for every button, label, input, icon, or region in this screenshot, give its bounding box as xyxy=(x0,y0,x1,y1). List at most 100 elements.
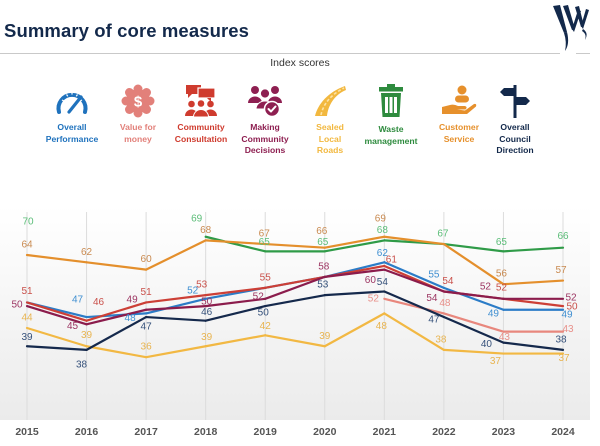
data-label-community-consultation: 53 xyxy=(196,280,208,291)
x-tick-label: 2022 xyxy=(432,426,456,438)
header-divider xyxy=(0,53,560,54)
data-label-waste-management: 70 xyxy=(22,217,34,228)
series-customer-service xyxy=(25,235,565,286)
data-label-customer-service: 56 xyxy=(496,269,508,280)
legend-label-line: Value for xyxy=(119,122,157,132)
legend-label-line: Customer xyxy=(438,122,480,132)
data-label-making-community-decisions: 60 xyxy=(365,275,377,286)
data-label-value-for-money: 48 xyxy=(439,298,451,309)
data-label-sealed-local-roads: 37 xyxy=(490,356,502,367)
x-tick-label: 2024 xyxy=(551,426,575,438)
series-segment xyxy=(323,239,386,253)
legend-item-value-for-money: $ Value for money xyxy=(95,84,181,145)
data-label-overall-council-direction: 39 xyxy=(21,332,33,343)
data-label-waste-management: 69 xyxy=(191,213,203,224)
series-segment xyxy=(323,290,386,297)
legend-item-overall-performance: Overall Performance xyxy=(29,84,115,145)
legend-label-line: Consultation xyxy=(174,133,228,144)
chart-subtitle: Index scores xyxy=(270,57,330,69)
data-label-community-consultation: 51 xyxy=(21,286,33,297)
series-segment xyxy=(25,301,88,322)
data-label-waste-management: 68 xyxy=(377,225,389,236)
series-segment xyxy=(145,345,207,359)
legend-label-line: Direction xyxy=(496,145,534,156)
series-overall-council-direction xyxy=(25,290,565,351)
series-segment xyxy=(85,312,148,319)
data-label-overall-performance: 48 xyxy=(125,313,137,324)
series-segment xyxy=(502,279,565,286)
series-segment xyxy=(264,242,326,249)
svg-text:$: $ xyxy=(134,94,143,111)
data-label-overall-performance: 49 xyxy=(488,308,500,319)
data-label-overall-council-direction: 50 xyxy=(258,308,270,319)
data-label-community-consultation: 61 xyxy=(386,254,398,265)
data-label-overall-council-direction: 38 xyxy=(76,359,88,370)
data-label-community-consultation: 55 xyxy=(260,272,272,283)
legend-label-line: Roads xyxy=(316,145,344,156)
series-segment xyxy=(204,297,267,308)
series-segment xyxy=(85,345,148,359)
decisions-icon xyxy=(248,86,282,118)
page-title: Summary of core measures xyxy=(4,20,250,41)
series-segment xyxy=(145,239,207,271)
legend-label-line: Community xyxy=(241,133,289,144)
data-label-sealed-local-roads: 39 xyxy=(201,332,213,343)
series-segment xyxy=(204,305,267,322)
series-segment xyxy=(442,290,505,300)
legend-label: Value for money xyxy=(95,122,181,145)
data-label-overall-council-direction: 40 xyxy=(481,339,493,350)
series-segment xyxy=(204,239,267,246)
series-segment xyxy=(145,315,207,322)
data-label-overall-council-direction: 47 xyxy=(428,315,440,326)
data-label-waste-management: 65 xyxy=(317,237,329,248)
data-label-overall-performance: 47 xyxy=(72,295,84,306)
trash-bin-icon xyxy=(379,84,403,117)
series-sealed-local-roads xyxy=(25,312,565,359)
legend-label-line: money xyxy=(124,133,152,144)
data-label-making-community-decisions: 52 xyxy=(253,291,265,302)
legend-item-sealed-local-roads: Sealed Local Roads xyxy=(287,84,373,157)
data-label-community-consultation: 46 xyxy=(93,297,105,308)
data-label-overall-council-direction: 47 xyxy=(141,322,153,333)
data-label-community-consultation: 51 xyxy=(141,287,153,298)
series-segment xyxy=(25,305,88,326)
legend-label-line: management xyxy=(364,135,418,146)
data-label-making-community-decisions: 52 xyxy=(480,281,492,292)
data-label-making-community-decisions: 54 xyxy=(426,293,438,304)
data-label-waste-management: 67 xyxy=(437,229,449,240)
series-value-for-money xyxy=(383,297,565,333)
legend-label-line: Overall xyxy=(57,122,87,132)
data-label-making-community-decisions: 52 xyxy=(565,292,577,303)
series-segment xyxy=(442,242,505,286)
series-segment xyxy=(502,246,565,253)
data-label-customer-service: 67 xyxy=(259,229,271,240)
series-segment xyxy=(323,268,386,278)
series-segment xyxy=(25,326,88,348)
x-tick-label: 2016 xyxy=(75,426,99,438)
series-segment xyxy=(383,235,445,246)
data-label-sealed-local-roads: 44 xyxy=(21,313,33,324)
series-segment xyxy=(442,348,505,355)
legend-label-line: Decisions xyxy=(244,145,286,156)
data-label-customer-service: 68 xyxy=(200,225,212,236)
speedometer-icon xyxy=(56,92,88,114)
series-segment xyxy=(145,294,207,304)
x-tick-label: 2021 xyxy=(373,426,397,438)
series-segment xyxy=(25,345,88,351)
data-label-making-community-decisions: 58 xyxy=(318,261,330,272)
data-label-customer-service: 64 xyxy=(21,240,33,251)
data-label-overall-performance: 49 xyxy=(561,309,573,320)
consultation-icon xyxy=(185,85,217,118)
header-divider-right xyxy=(576,53,590,54)
series-segment xyxy=(145,297,207,315)
data-label-making-community-decisions: 50 xyxy=(201,297,213,308)
series-segment xyxy=(85,315,148,351)
data-label-community-consultation: 52 xyxy=(496,282,508,293)
series-segment xyxy=(442,312,505,333)
legend-label-line: Council xyxy=(499,133,531,144)
legend-item-customer-service: Customer Service xyxy=(416,84,502,145)
data-label-waste-management: 65 xyxy=(259,237,271,248)
series-segment xyxy=(383,268,445,293)
